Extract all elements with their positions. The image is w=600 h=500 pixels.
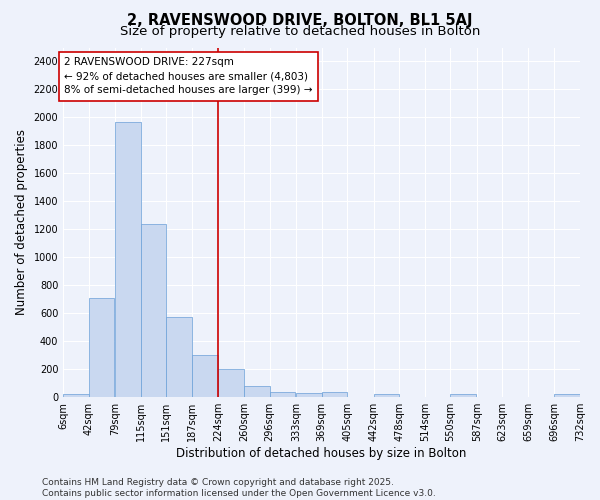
Bar — [451, 394, 476, 397]
Bar — [296, 393, 322, 397]
Bar — [244, 386, 269, 397]
Bar — [63, 394, 89, 397]
Bar — [218, 369, 244, 397]
Bar — [554, 394, 580, 397]
Text: 2, RAVENSWOOD DRIVE, BOLTON, BL1 5AJ: 2, RAVENSWOOD DRIVE, BOLTON, BL1 5AJ — [127, 12, 473, 28]
Text: Contains HM Land Registry data © Crown copyright and database right 2025.
Contai: Contains HM Land Registry data © Crown c… — [42, 478, 436, 498]
Text: Size of property relative to detached houses in Bolton: Size of property relative to detached ho… — [120, 25, 480, 38]
Y-axis label: Number of detached properties: Number of detached properties — [15, 130, 28, 316]
Bar — [269, 392, 295, 397]
Bar — [166, 317, 192, 397]
Text: 2 RAVENSWOOD DRIVE: 227sqm
← 92% of detached houses are smaller (4,803)
8% of se: 2 RAVENSWOOD DRIVE: 227sqm ← 92% of deta… — [64, 58, 313, 96]
X-axis label: Distribution of detached houses by size in Bolton: Distribution of detached houses by size … — [176, 447, 467, 460]
Bar — [89, 298, 115, 397]
Bar — [322, 392, 347, 397]
Bar — [374, 394, 399, 397]
Bar — [141, 224, 166, 397]
Bar — [192, 354, 218, 397]
Bar — [115, 122, 141, 397]
